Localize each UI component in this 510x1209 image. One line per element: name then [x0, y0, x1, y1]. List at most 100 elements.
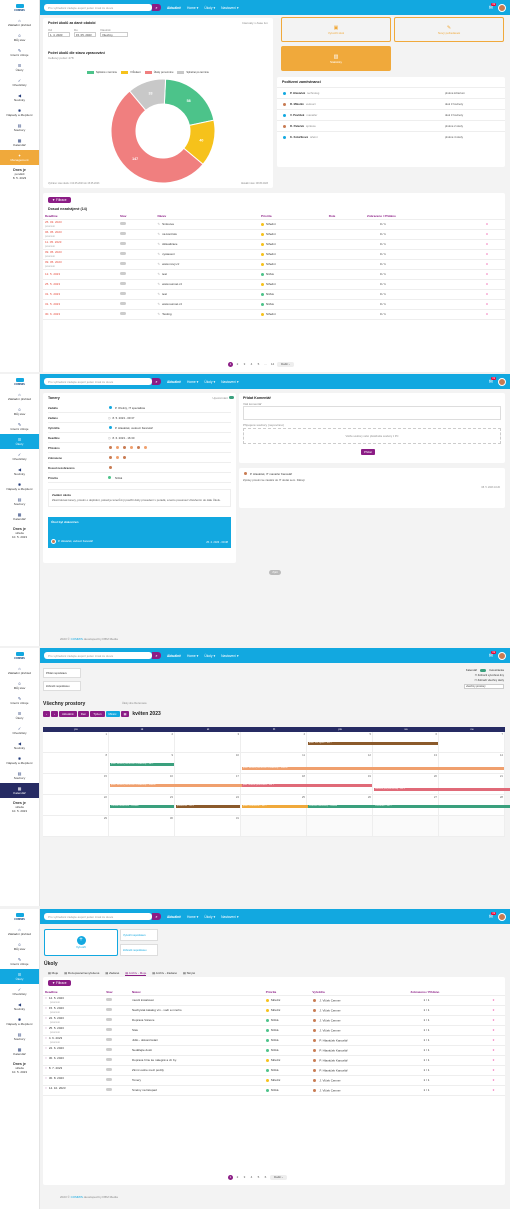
delete-icon[interactable]: × — [492, 1028, 495, 1032]
sidebar-item-tasks[interactable]: ☰ Úkoly — [0, 434, 39, 449]
day-cell[interactable]: 21 — [439, 774, 505, 795]
table-row[interactable]: ○ 30. 8. 2023 Tonery Střední J. Vlček Cenner… — [43, 1075, 505, 1086]
calendar-event[interactable]: jídlo. Setkání pracovníků - Sál 1 — [242, 784, 372, 787]
day-cell[interactable]: 22 — [43, 795, 109, 816]
next-page-button[interactable]: Další › — [277, 362, 294, 367]
nav-settings[interactable]: Nastavení ▾ — [221, 653, 239, 658]
search-button[interactable]: ⌕ — [152, 913, 161, 920]
toggle-icon[interactable] — [106, 1038, 113, 1041]
calendar-event[interactable]: prod. Setkání pracovníků Podbořany - Jíd… — [242, 767, 504, 770]
sidebar-item-overview[interactable]: ⌂ Základní přehled — [7, 665, 32, 675]
toggle-icon[interactable] — [120, 282, 127, 285]
day-cell[interactable]: 24 — [175, 795, 241, 816]
page-6[interactable]: 6 — [264, 1175, 267, 1179]
delete-icon[interactable]: × — [486, 302, 488, 306]
toggle-icon[interactable] — [120, 262, 127, 265]
toggle-icon[interactable] — [106, 1008, 113, 1011]
day-cell[interactable]: 10 — [175, 753, 241, 774]
day-cell[interactable]: 6 — [373, 732, 439, 753]
chk-all-tasks[interactable]: ☐ Zobrazit všechny úkoly — [474, 679, 504, 682]
day-cell[interactable]: 1 — [43, 732, 109, 753]
toggle-icon[interactable] — [120, 292, 127, 295]
toggle-icon[interactable] — [120, 252, 127, 255]
next-page-button[interactable]: Další › — [270, 1175, 287, 1180]
page-3[interactable]: 3 — [243, 1175, 246, 1179]
delete-icon[interactable]: × — [492, 1058, 495, 1062]
sidebar-item-management[interactable]: ✦ Management — [0, 150, 39, 165]
tab-1[interactable]: ▤ Moje — [48, 971, 59, 975]
day-cell[interactable]: 2 — [109, 732, 175, 753]
sidebar-item-resources[interactable]: ✎ Interní zdroje — [10, 956, 29, 966]
toggle-icon[interactable] — [120, 302, 127, 305]
search-input[interactable]: Pro vyhledání zadejte aspoň jeden znak z… — [44, 378, 152, 385]
sidebar-item-checklists[interactable]: ✓ Checklisty — [12, 725, 27, 735]
sidebar-item-news[interactable]: ◀ Novinky — [13, 92, 25, 102]
calendar-event[interactable]: prod. Setkání pracovníků Podbořany - Jíd… — [110, 784, 306, 787]
page-6[interactable]: ... — [264, 362, 267, 366]
day-cell[interactable]: 23 — [109, 795, 175, 816]
team-member[interactable]: P. Hlaváček technolog plněné kritérium — [277, 87, 505, 98]
avatar[interactable] — [498, 377, 506, 386]
week-view-button[interactable]: Týden — [90, 711, 105, 717]
delete-icon[interactable]: × — [486, 312, 488, 316]
filter-button[interactable]: ▼ Filtrace — [48, 197, 71, 203]
nav-tasks[interactable]: Úkoly ▾ — [204, 379, 216, 384]
calendar-picker-icon[interactable]: ▦ — [120, 711, 130, 717]
logo[interactable]: COMMIS — [0, 374, 39, 389]
day-cell[interactable]: 29 — [43, 816, 109, 837]
day-cell[interactable]: 19 — [307, 774, 373, 795]
sidebar-item-news[interactable]: ◀ Novinky — [13, 1001, 25, 1011]
day-cell[interactable]: 13 — [373, 753, 439, 774]
day-cell[interactable]: 31 — [175, 816, 241, 837]
page-2[interactable]: 2 — [236, 1175, 239, 1179]
table-row[interactable]: ○ 22. 5. 2023 posunuto Doprava Vánoce Nízká J… — [43, 1015, 505, 1026]
delete-icon[interactable]: × — [492, 1038, 495, 1042]
bell-icon[interactable]: ✉ 19 — [488, 911, 496, 920]
table-row[interactable]: 11. 05. 2023 posunuto ✎ Aktualizace Střední 0… — [43, 239, 505, 250]
sidebar-item-tasks[interactable]: ☰ Úkoly — [15, 710, 24, 720]
table-row[interactable]: 25. 5. 2023 ✎ www.sunnet.cz Střední 0 / 1 × — [43, 279, 505, 290]
page-7[interactable]: 14 — [270, 362, 275, 366]
date-to-input[interactable]: 15. 05. 2023 — [74, 32, 96, 37]
day-cell[interactable]: 20 — [373, 774, 439, 795]
delete-icon[interactable]: × — [492, 998, 495, 1002]
nav-tasks[interactable]: Úkoly ▾ — [204, 5, 216, 10]
table-row[interactable]: 30. 6. 2023 ✎ Testing Střední 0 / 1 × — [43, 309, 505, 320]
day-cell[interactable] — [439, 816, 505, 837]
table-row[interactable]: ○ 4. 6. 2023 posunuto Jídlo - dokončování Ní… — [43, 1035, 505, 1046]
sidebar-item-ideas[interactable]: ✱ Nápady a Zlepšení — [6, 1016, 33, 1026]
toggle-icon[interactable] — [120, 232, 127, 235]
day-cell[interactable]: 12 — [307, 753, 373, 774]
table-row[interactable]: 09. 05. 2023 posunuto ✎ vystavení Střední 0 /… — [43, 249, 505, 260]
sidebar-item-resources[interactable]: ✎ Interní zdroje — [10, 421, 29, 431]
sidebar-item-calendar[interactable]: ▦ Kalendář — [0, 783, 39, 798]
toggle-icon[interactable] — [106, 1018, 113, 1021]
calendar-event[interactable]: prod. 100 výročí - Sál 1 — [308, 742, 438, 745]
page-1[interactable]: 1 — [228, 362, 233, 367]
toggle-icon[interactable] — [106, 1088, 113, 1091]
delete-icon[interactable]: × — [486, 292, 488, 296]
delete-icon[interactable]: × — [492, 1078, 495, 1082]
logo[interactable]: COMMIS — [0, 648, 39, 663]
sidebar-item-files[interactable]: ▤ Soubory — [13, 122, 26, 132]
toggle-icon[interactable] — [106, 1068, 113, 1071]
next-button[interactable]: › — [51, 711, 58, 717]
sidebar-item-news[interactable]: ◀ Novinky — [13, 466, 25, 476]
view-toggle[interactable] — [480, 668, 487, 672]
day-cell[interactable]: 15 — [43, 774, 109, 795]
page-4[interactable]: 4 — [250, 362, 253, 366]
create-task-button[interactable]: ▣ Vytvořit úkol — [281, 17, 391, 42]
table-row[interactable]: ○ 14. 10. 2023 Směny na listopad Nízká J. Vl… — [43, 1085, 505, 1096]
search-input[interactable]: Pro vyhledání zadejte aspoň jeden znak z… — [44, 652, 152, 659]
day-cell[interactable] — [241, 816, 307, 837]
page-1[interactable]: 1 — [228, 1175, 233, 1180]
day-cell[interactable] — [373, 816, 439, 837]
nav-home[interactable]: Home ▾ — [186, 653, 199, 658]
sidebar-item-overview[interactable]: ⌂ Základní přehled — [7, 17, 32, 27]
delete-icon[interactable]: × — [486, 282, 488, 286]
toggle-icon[interactable] — [106, 1028, 113, 1031]
bell-icon[interactable]: ✉ 19 — [488, 2, 496, 11]
table-row[interactable]: 25. 03. 2023 posunuto ✎ Smlouva Střední 0 / 1… — [43, 219, 505, 230]
sidebar-item-news[interactable]: ◀ Novinky — [13, 740, 25, 750]
space-select[interactable]: všechny prostory — [464, 684, 504, 689]
